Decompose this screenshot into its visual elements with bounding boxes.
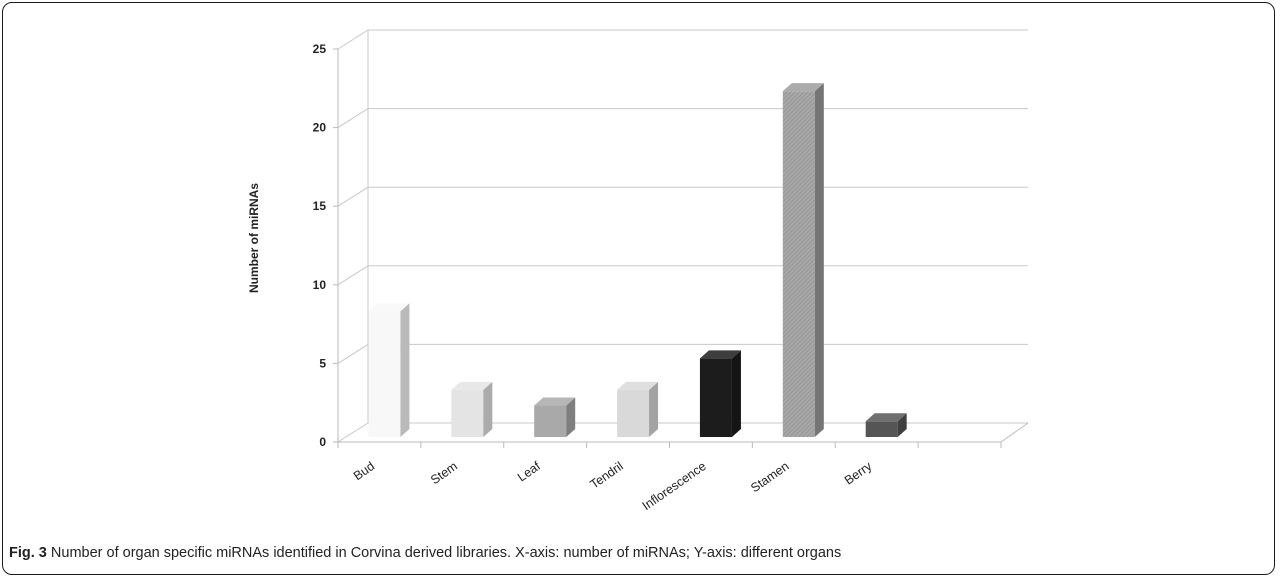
bar-top-berry bbox=[865, 413, 907, 422]
gridline-diag-15 bbox=[337, 186, 369, 207]
bar-top-stamen bbox=[782, 83, 824, 92]
bar-side-stem bbox=[483, 381, 493, 437]
bar-top-bud bbox=[368, 303, 410, 312]
bar-top-tendril bbox=[617, 381, 659, 390]
bar-front-stem bbox=[451, 389, 484, 437]
bar-front-berry bbox=[865, 421, 898, 437]
x-tick-label-bud: Bud bbox=[351, 459, 377, 483]
caption-text: Number of organ specific miRNAs identifi… bbox=[50, 545, 842, 561]
y-tick-label-25: 25 bbox=[313, 42, 327, 56]
floor-right bbox=[1000, 422, 1029, 443]
y-axis-title: Number of miRNAs bbox=[247, 183, 261, 293]
bar-side-leaf bbox=[566, 397, 576, 437]
x-tick-label-leaf: Leaf bbox=[515, 459, 543, 485]
gridline-diag-5 bbox=[337, 343, 369, 364]
bar-top-stem bbox=[451, 381, 493, 390]
gridline-diag-20 bbox=[337, 108, 369, 129]
bar-top-inflorescence bbox=[699, 350, 741, 359]
bar-front-bud bbox=[368, 311, 401, 437]
x-tick-label-tendril: Tendril bbox=[588, 459, 626, 492]
bar-front-inflorescence bbox=[699, 358, 732, 437]
bar-berry bbox=[865, 413, 907, 437]
x-tick-label-stem: Stem bbox=[428, 459, 460, 487]
bar-side-berry bbox=[897, 413, 907, 437]
x-axis-labels: Bud Stem Leaf Tendril Inflorescence Stamen Ber… bbox=[351, 459, 875, 514]
bar-front-stamen bbox=[782, 91, 815, 437]
bar-side-inflorescence bbox=[731, 350, 741, 437]
bar-tendril bbox=[617, 381, 659, 437]
bar-side-bud bbox=[400, 303, 410, 437]
bar-stem bbox=[451, 381, 493, 437]
x-tick-label-stamen: Stamen bbox=[748, 459, 791, 495]
bars bbox=[368, 83, 907, 437]
figure-label: Fig. 3 bbox=[9, 545, 47, 561]
bar-leaf bbox=[534, 397, 576, 437]
bar-bud bbox=[368, 303, 410, 437]
y-tick-label-5: 5 bbox=[319, 356, 326, 370]
gridline-diag-10 bbox=[337, 265, 369, 286]
bar-side-tendril bbox=[649, 381, 659, 437]
bar-side-stamen bbox=[814, 83, 824, 437]
gridline-diag-0 bbox=[337, 422, 369, 443]
y-tick-label-0: 0 bbox=[319, 435, 326, 449]
y-axis: 0 5 10 15 20 25 bbox=[313, 42, 1002, 449]
bar-front-leaf bbox=[534, 405, 567, 437]
gridline-diag-25 bbox=[337, 29, 369, 50]
bar-inflorescence bbox=[699, 350, 741, 437]
x-tick-label-inflorescence: Inflorescence bbox=[640, 459, 709, 513]
y-tick-label-20: 20 bbox=[313, 121, 327, 135]
gridlines bbox=[337, 29, 1029, 443]
y-tick-label-10: 10 bbox=[313, 278, 327, 292]
x-tick-label-berry: Berry bbox=[842, 459, 875, 488]
bar-top-leaf bbox=[534, 397, 576, 406]
bar-stamen bbox=[782, 83, 824, 437]
bar-front-tendril bbox=[617, 389, 650, 437]
figure-caption: Fig. 3 Number of organ specific miRNAs i… bbox=[9, 545, 1271, 561]
y-tick-label-15: 15 bbox=[313, 199, 327, 213]
